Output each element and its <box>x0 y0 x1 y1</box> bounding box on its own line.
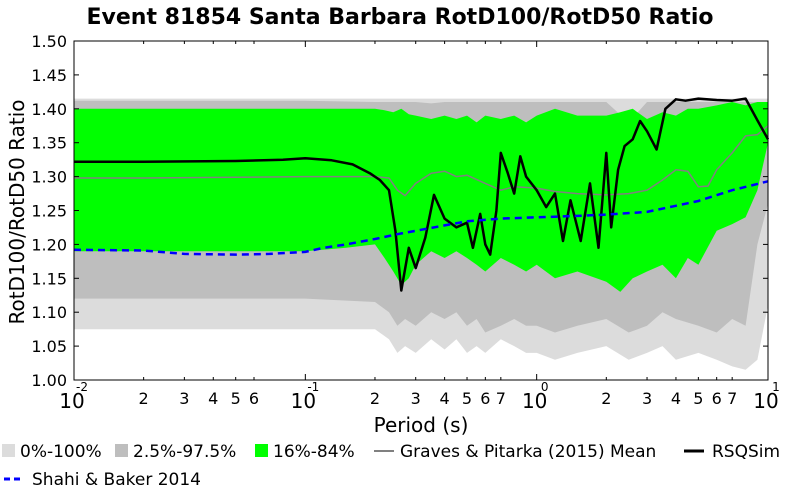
x-minor-tick-label: 6 <box>712 389 722 408</box>
y-tick-label: 1.50 <box>31 32 67 51</box>
series-line-graves-pitarka-2015-mean <box>74 125 769 197</box>
legend-label: 2.5%-97.5% <box>133 442 236 462</box>
x-minor-tick-label: 7 <box>727 389 737 408</box>
x-minor-tick-label: 5 <box>231 389 241 408</box>
legend-label: 16%-84% <box>273 442 355 462</box>
legend: 0%-100% 2.5%-97.5% 16%-84% Graves & Pitarka… <box>2 442 780 490</box>
y-tick-label: 1.05 <box>31 337 67 356</box>
x-minor-tick-label: 7 <box>496 389 506 408</box>
x-minor-tick-label: 3 <box>642 389 652 408</box>
legend-swatch <box>255 444 268 457</box>
x-minor-tick-label: 6 <box>480 389 490 408</box>
x-minor-tick-label: 2 <box>370 389 380 408</box>
series-line-rsqsim <box>74 97 770 292</box>
x-minor-tick-label: 2 <box>601 389 611 408</box>
x-tick-base: 10 <box>753 389 778 413</box>
legend-item: 16%-84% <box>255 442 355 462</box>
x-tick-exponent: 0 <box>541 380 549 394</box>
legend-item: Graves & Pitarka (2015) Mean <box>374 442 656 462</box>
x-minor-tick-label: 3 <box>411 389 421 408</box>
x-tick-base: 10 <box>291 389 316 413</box>
x-minor-tick-label: 4 <box>208 389 218 408</box>
legend-item: 0%-100% <box>2 442 102 462</box>
legend-item: Shahi & Baker 2014 <box>4 470 201 490</box>
legend-item: 2.5%-97.5% <box>115 442 236 462</box>
legend-label: Shahi & Baker 2014 <box>32 470 201 490</box>
legend-label: RSQSim <box>712 442 780 462</box>
band-16-84- <box>74 102 768 292</box>
series-layer <box>73 97 770 292</box>
y-tick-label: 1.45 <box>31 66 67 85</box>
legend-label: 0%-100% <box>20 442 102 462</box>
series-line-shahi-baker-2014 <box>73 180 769 256</box>
x-tick-base: 10 <box>522 389 547 413</box>
legend-swatch <box>115 444 128 457</box>
y-tick-label: 1.35 <box>31 134 67 153</box>
legend-swatch <box>2 444 15 457</box>
y-tick-label: 1.40 <box>31 100 67 119</box>
x-axis-label: Period (s) <box>374 413 469 437</box>
chart-title: Event 81854 Santa Barbara RotD100/RotD50… <box>87 5 714 30</box>
axes-layer: 1.00 1.05 1.10 1.15 1.20 1.25 1.30 1.35 1.40 1.45… <box>31 32 779 413</box>
x-minor-tick-label: 3 <box>179 389 189 408</box>
x-minor-tick-label: 2 <box>139 389 149 408</box>
x-minor-tick-label: 6 <box>249 389 259 408</box>
y-tick-label: 1.25 <box>31 202 67 221</box>
x-tick-exponent: -2 <box>76 380 88 394</box>
legend-item: RSQSim <box>684 442 780 462</box>
bands-layer <box>74 98 768 370</box>
y-axis-label: RotD100/RotD50 Ratio <box>5 99 29 324</box>
x-minor-tick-label: 5 <box>693 389 703 408</box>
y-tick-label: 1.15 <box>31 269 67 288</box>
y-tick-label: 1.10 <box>31 303 67 322</box>
y-tick-label: 1.00 <box>31 371 67 390</box>
y-tick-label: 1.30 <box>31 168 67 187</box>
x-minor-tick-label: 5 <box>462 389 472 408</box>
x-tick-exponent: -1 <box>307 380 319 394</box>
x-tick-base: 10 <box>59 389 84 413</box>
x-tick-exponent: 1 <box>772 380 780 394</box>
y-tick-label: 1.20 <box>31 235 67 254</box>
x-minor-tick-label: 4 <box>671 389 681 408</box>
legend-label: Graves & Pitarka (2015) Mean <box>400 442 656 462</box>
x-minor-tick-label: 4 <box>440 389 450 408</box>
